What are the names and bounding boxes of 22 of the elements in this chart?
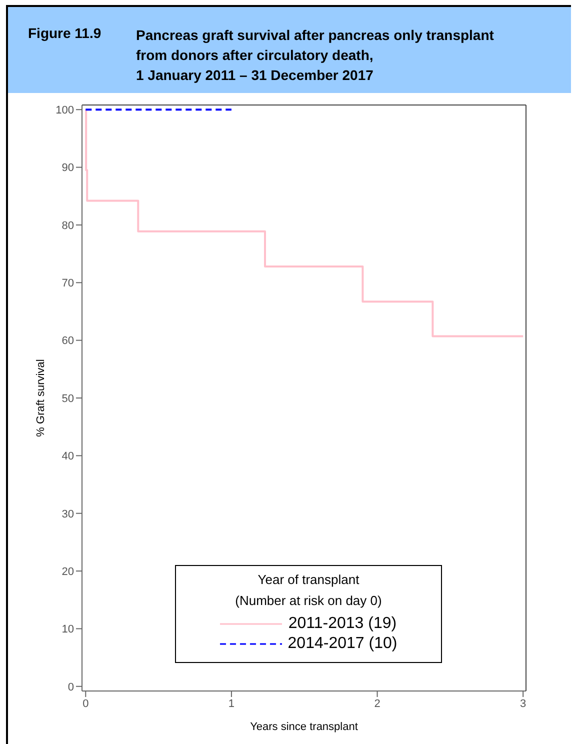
y-tick-label: 80 <box>62 220 74 232</box>
y-tick-label: 50 <box>62 392 74 405</box>
y-tick-label: 100 <box>56 104 74 117</box>
x-tick-label: 0 <box>82 698 89 710</box>
y-tick-label: 60 <box>62 335 74 348</box>
x-tick-label: 2 <box>374 698 380 710</box>
y-tick-label: 70 <box>62 278 74 290</box>
x-tick-label: 1 <box>228 698 235 710</box>
y-tick-label: 90 <box>62 162 74 174</box>
y-tick-label: 40 <box>62 450 74 463</box>
legend-label: 2011-2013 (19) <box>288 614 397 634</box>
y-axis-title: % Graft survival <box>34 359 47 437</box>
y-tick-label: 20 <box>62 566 74 578</box>
x-tick-label: 3 <box>520 698 526 710</box>
legend-label: 2014-2017 (10) <box>288 634 398 654</box>
legend-title: Year of transplant (Number at risk on day 0) <box>234 572 383 608</box>
y-tick-label: 0 <box>68 681 74 694</box>
x-axis-title: Years since transplant <box>250 721 358 733</box>
chart-title: Pancreas graft survival after pancreas only transplant from donors after circulatory death, 1 January 2011 – 31 December 2017 <box>136 26 494 85</box>
y-tick-label: 10 <box>62 624 74 636</box>
caption: Figure 11.9 <box>28 25 102 41</box>
y-tick-label: 30 <box>62 508 74 520</box>
